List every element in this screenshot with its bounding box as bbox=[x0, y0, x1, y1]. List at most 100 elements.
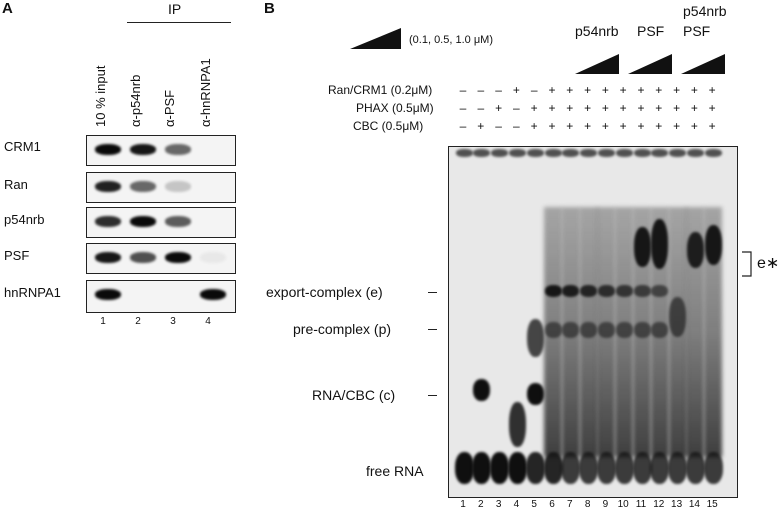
gel-band bbox=[704, 149, 722, 157]
band-label-rna-cbc: RNA/CBC (c) bbox=[312, 387, 396, 403]
gel-band bbox=[473, 379, 491, 401]
gel-band bbox=[561, 452, 581, 484]
gel-band bbox=[597, 149, 615, 157]
condition-symbol: + bbox=[708, 83, 716, 97]
blot-band bbox=[95, 252, 121, 263]
lane-a-2: 2 bbox=[135, 316, 141, 327]
blot-band bbox=[130, 252, 156, 263]
gel-band bbox=[615, 322, 633, 338]
gel-band bbox=[454, 452, 474, 484]
blot-band bbox=[130, 144, 156, 155]
gel-band bbox=[597, 285, 615, 297]
condition-symbol: + bbox=[619, 101, 627, 115]
gel-band bbox=[669, 149, 687, 157]
condition-symbol: – bbox=[495, 83, 502, 97]
gel-band bbox=[614, 452, 634, 484]
band-label-pre-complex: pre-complex (p) bbox=[293, 321, 392, 337]
titration-wedges bbox=[575, 54, 725, 74]
gel-band bbox=[633, 285, 651, 297]
condition-symbol: + bbox=[619, 119, 627, 133]
blot-psf bbox=[86, 243, 236, 274]
condition-symbol: – bbox=[495, 119, 502, 133]
concentration-label: (0.1, 0.5, 1.0 μM) bbox=[409, 34, 493, 46]
condition-symbol: + bbox=[548, 83, 556, 97]
gel-band bbox=[473, 149, 491, 157]
gel-bands bbox=[449, 147, 737, 497]
row-label-p54nrb: p54nrb bbox=[4, 212, 45, 227]
row-label-psf: PSF bbox=[4, 248, 30, 263]
condition-symbol: + bbox=[637, 119, 645, 133]
ip-bracket-line bbox=[127, 22, 231, 23]
condition-symbol: + bbox=[708, 101, 716, 115]
condition-symbol: + bbox=[584, 101, 592, 115]
blot-band bbox=[200, 289, 226, 300]
gel-band bbox=[544, 285, 562, 297]
estar-bracket bbox=[742, 251, 752, 277]
condition-symbol: + bbox=[619, 83, 627, 97]
lane-b-number: 7 bbox=[567, 499, 573, 510]
titration-label-combo-psf: PSF bbox=[683, 23, 711, 39]
gel-band bbox=[526, 319, 544, 357]
gel-band bbox=[686, 232, 704, 268]
gel-band bbox=[669, 297, 687, 337]
gel-band bbox=[491, 149, 509, 157]
blot-band bbox=[95, 181, 121, 192]
condition-symbol: + bbox=[655, 101, 663, 115]
gel-band bbox=[508, 149, 526, 157]
lane-a-4: 4 bbox=[205, 316, 211, 327]
gel-band bbox=[686, 149, 704, 157]
panel-a-letter: A bbox=[2, 0, 13, 17]
lane-b-number: 8 bbox=[584, 499, 591, 510]
condition-label-cbc: CBC (0.5μM) bbox=[353, 119, 424, 133]
lane-b-number: 2 bbox=[478, 499, 484, 510]
gel-band bbox=[562, 285, 580, 297]
gel-band bbox=[490, 452, 510, 484]
gel-band bbox=[580, 149, 598, 157]
gel-band bbox=[615, 285, 633, 297]
gel-band bbox=[580, 322, 598, 338]
estar-label: e∗ bbox=[757, 255, 780, 272]
condition-symbol-grid: – – – + – + + + + + + + + + + – – + – + + + + + + + + + + + – + – – + + + + + +… bbox=[0, 0, 783, 140]
lane-b-number: 1 bbox=[460, 499, 466, 510]
blot-band bbox=[130, 181, 156, 192]
blot-hnrnpa1 bbox=[86, 280, 236, 313]
blot-band bbox=[95, 289, 121, 300]
titration-label-psf: PSF bbox=[637, 23, 665, 39]
gel-band bbox=[580, 285, 598, 297]
blot-band bbox=[165, 181, 191, 192]
band-label-export-complex: export-complex (e) bbox=[266, 284, 383, 300]
lane-b-number: 3 bbox=[495, 499, 502, 510]
lane-b-number: 10 bbox=[617, 499, 629, 510]
condition-symbol: + bbox=[477, 119, 485, 133]
gel-band bbox=[526, 383, 544, 405]
condition-symbol: + bbox=[548, 119, 556, 133]
gel-band bbox=[651, 149, 669, 157]
condition-symbol: + bbox=[637, 101, 645, 115]
condition-symbol: – bbox=[459, 83, 467, 97]
condition-symbol: + bbox=[566, 101, 574, 115]
blot-band bbox=[165, 144, 191, 155]
tick-export-complex bbox=[428, 292, 437, 293]
condition-symbol: – bbox=[530, 83, 538, 97]
blot-band bbox=[95, 144, 121, 155]
lane-b-number: 5 bbox=[531, 499, 537, 510]
lane-b-number: 15 bbox=[706, 499, 718, 510]
condition-symbol: + bbox=[566, 119, 574, 133]
condition-symbol: + bbox=[548, 101, 556, 115]
blot-band bbox=[95, 216, 121, 227]
lane-b-number: 6 bbox=[549, 499, 555, 510]
condition-label-phax: PHAX (0.5μM) bbox=[356, 101, 434, 115]
row-label-hnrnpa1: hnRNPA1 bbox=[4, 285, 61, 300]
condition-symbol: + bbox=[637, 83, 645, 97]
panel-b-letter: B bbox=[264, 0, 275, 17]
blot-band bbox=[200, 252, 226, 263]
band-label-free-rna: free RNA bbox=[366, 463, 424, 479]
gel-band bbox=[544, 149, 562, 157]
lane-a-3: 3 bbox=[170, 316, 176, 327]
condition-symbol: – bbox=[513, 119, 520, 133]
gel-band bbox=[508, 402, 526, 447]
ip-label: IP bbox=[168, 1, 182, 17]
blot-band bbox=[165, 216, 191, 227]
blot-crm1 bbox=[86, 135, 236, 166]
gel-smear bbox=[686, 207, 705, 457]
